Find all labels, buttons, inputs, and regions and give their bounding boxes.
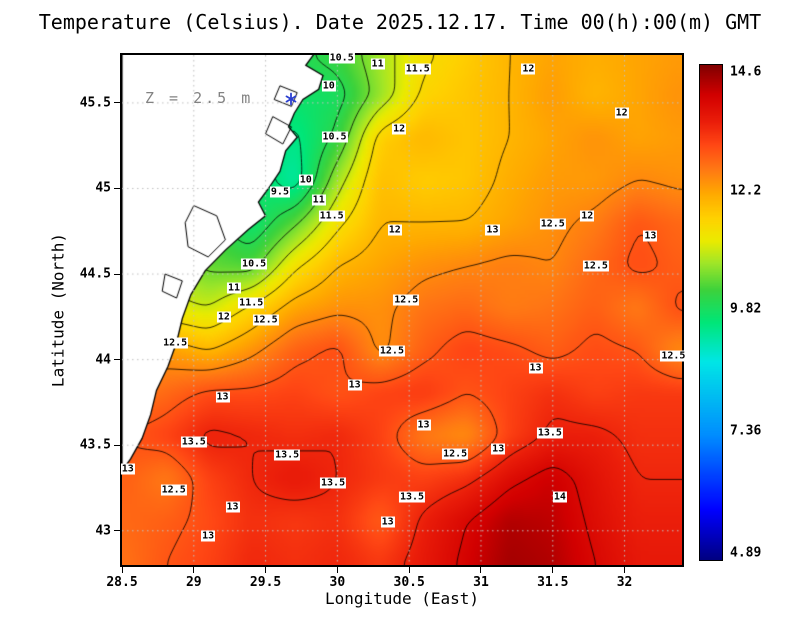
x-tick-mark <box>408 567 410 573</box>
colorbar-label: 14.6 <box>730 64 762 80</box>
temperature-field-canvas <box>122 55 682 565</box>
x-tick-label: 31.5 <box>537 575 569 590</box>
x-tick-label: 29.5 <box>249 575 282 590</box>
y-tick-label: 45.5 <box>79 95 111 111</box>
map-plot-frame: 10.5 11 11.5 12 12 10 10.5 12 9.5 10 11 11.5 12 13 12.… <box>120 52 687 567</box>
colorbar-label: 12.2 <box>730 183 762 199</box>
x-tick-mark <box>121 567 123 573</box>
plot-title: Temperature (Celsius). Date 2025.12.17. … <box>38 10 762 34</box>
x-axis-title: Longitude (East) <box>324 589 480 608</box>
y-tick-label: 45 <box>95 180 111 196</box>
y-axis-title: Latitude (North) <box>48 232 68 388</box>
x-tick-label: 30 <box>329 575 346 590</box>
y-tick-label: 44 <box>95 352 111 368</box>
colorbar-label: 9.82 <box>730 301 762 317</box>
x-tick-label: 32 <box>616 575 633 590</box>
station-marker-icon <box>286 93 297 106</box>
y-tick-label: 43 <box>95 523 111 539</box>
x-tick-label: 29 <box>185 575 202 590</box>
y-tick-label: 44.5 <box>79 266 111 282</box>
depth-annotation: Z = 2.5 m <box>145 90 253 108</box>
colorbar-canvas <box>700 65 722 560</box>
x-tick-label: 28.5 <box>106 575 138 590</box>
y-tick-label: 43.5 <box>79 437 111 453</box>
x-tick-label: 30.5 <box>393 575 425 590</box>
colorbar <box>699 64 723 561</box>
x-tick-mark <box>193 567 195 573</box>
x-tick-mark <box>552 567 554 573</box>
depth-annotation-text: Z = 2.5 m <box>144 89 254 108</box>
x-tick-label: 31 <box>473 575 489 590</box>
x-tick-mark <box>480 567 482 573</box>
x-tick-mark <box>336 567 338 573</box>
x-tick-mark <box>265 567 267 573</box>
colorbar-label: 4.89 <box>730 545 762 561</box>
x-tick-mark <box>624 567 626 573</box>
colorbar-label: 7.36 <box>730 423 762 439</box>
